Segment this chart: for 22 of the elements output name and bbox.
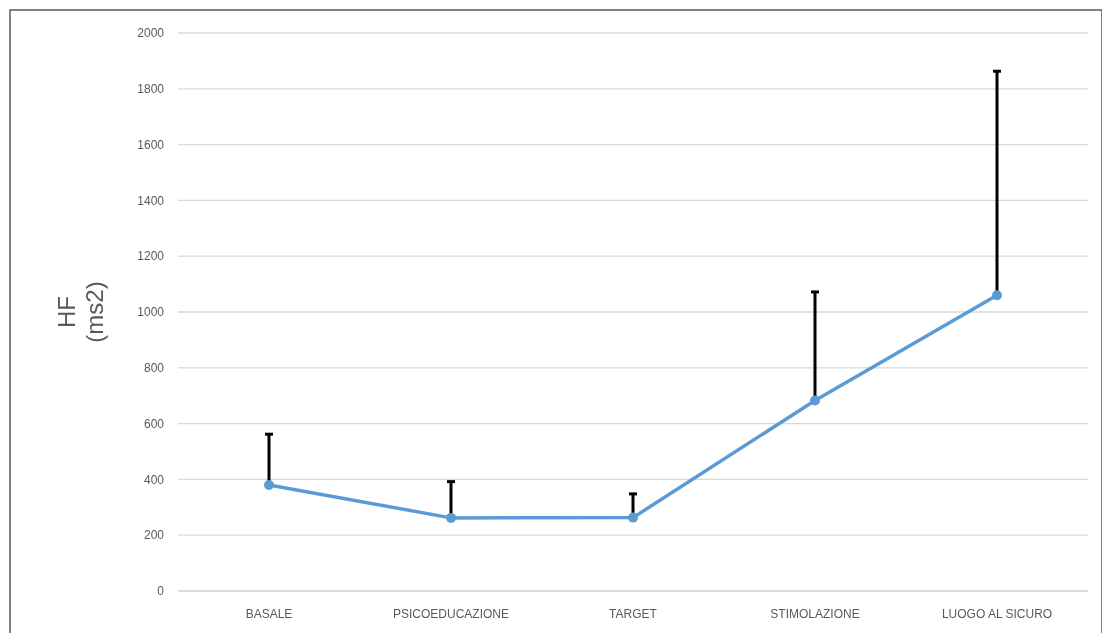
x-tick-label: LUOGO AL SICURO xyxy=(941,607,1053,621)
y-tick-label: 1600 xyxy=(137,137,165,152)
y-tick-label: 600 xyxy=(143,416,165,431)
x-tick-label: BASALE xyxy=(245,607,293,621)
x-tick-label: PSICOEDUCAZIONE xyxy=(392,607,510,621)
y-tick-label: 400 xyxy=(143,472,165,487)
point xyxy=(264,479,274,490)
y-tick-label: 1200 xyxy=(137,249,165,264)
x-tick-label: TARGET xyxy=(609,607,658,621)
y-tick-label: 1400 xyxy=(137,193,165,208)
point xyxy=(628,512,638,523)
point xyxy=(446,512,456,523)
y-tick-label: 800 xyxy=(143,361,165,375)
point xyxy=(992,290,1002,301)
y-axis-title: HF (ms2) xyxy=(53,281,108,343)
y-tick-label: 0 xyxy=(157,584,165,599)
y-tick-label: 1800 xyxy=(137,82,165,96)
x-tick-label: STIMOLAZIONE xyxy=(770,607,860,621)
y-tick-label: 200 xyxy=(143,528,165,543)
y-tick-label: 2000 xyxy=(137,26,165,41)
y-tick-label: 1000 xyxy=(137,305,165,320)
point xyxy=(810,395,820,406)
